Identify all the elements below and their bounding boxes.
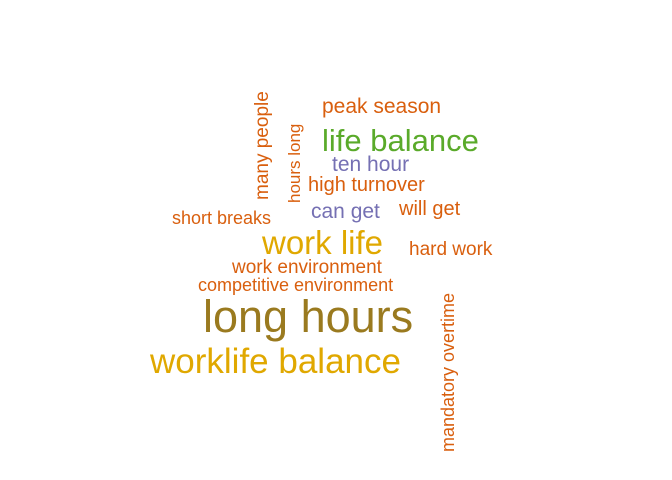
word-hard-work: hard work <box>409 239 493 260</box>
word-short-breaks: short breaks <box>172 208 272 228</box>
word-mandatory-overtime: mandatory overtime <box>438 292 458 452</box>
word-worklife-balance: worklife balance <box>150 342 401 381</box>
word-high-turnover: high turnover <box>308 174 425 196</box>
word-hours-long: hours long <box>285 123 304 203</box>
word-peak-season: peak season <box>322 95 442 118</box>
word-long-hours: long hours <box>203 291 414 342</box>
word-competitive-environment: competitive environment <box>198 275 394 295</box>
word-work-life: work life <box>262 224 384 261</box>
word-will-get: will get <box>399 198 461 220</box>
word-life-balance: life balance <box>322 123 479 158</box>
word-ten-hour: ten hour <box>332 153 410 176</box>
word-can-get: can get <box>311 200 380 223</box>
word-many-people: many people <box>252 91 273 200</box>
word-work-environment: work environment <box>232 257 382 278</box>
